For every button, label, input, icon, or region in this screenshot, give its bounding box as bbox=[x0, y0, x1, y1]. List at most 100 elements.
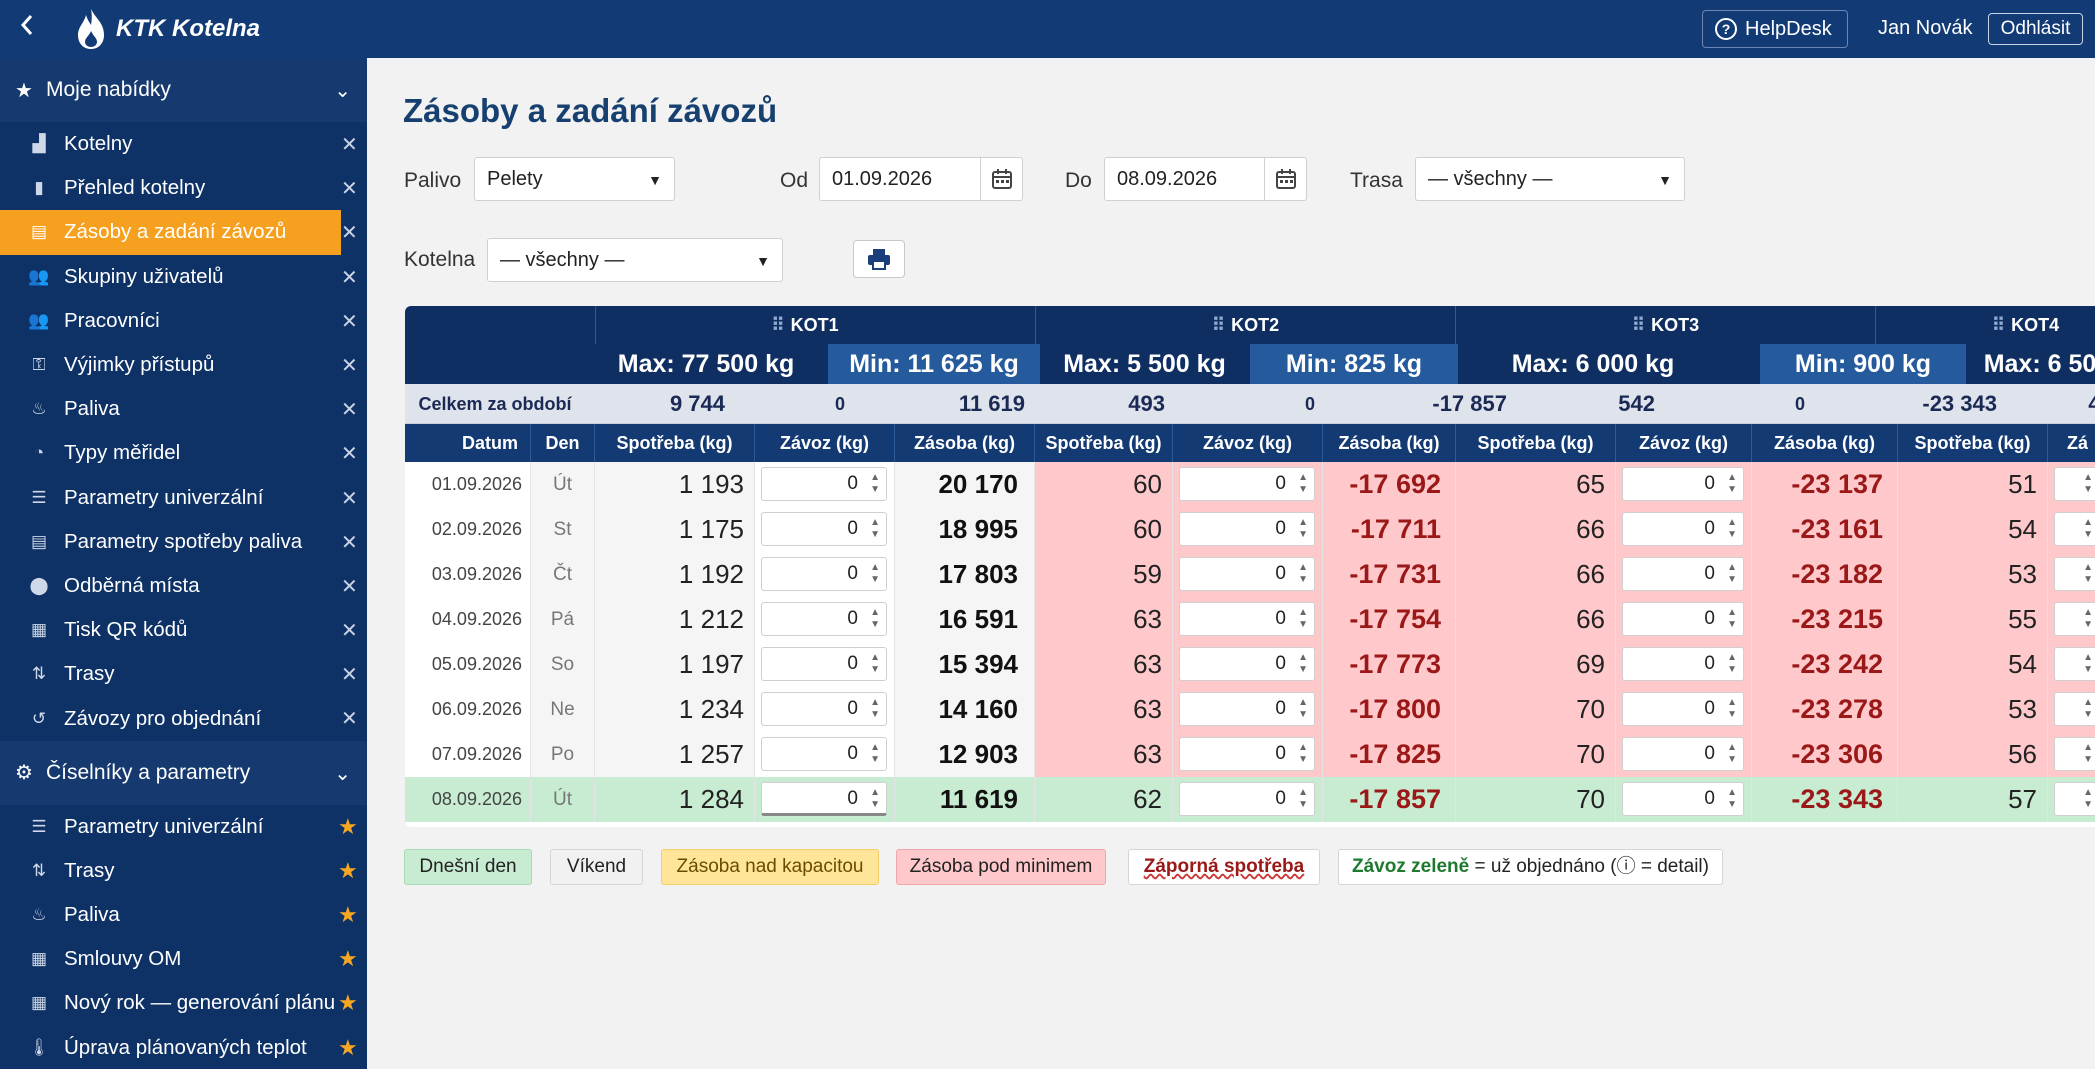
column-header[interactable]: Datum bbox=[405, 424, 531, 462]
star-icon[interactable]: ★ bbox=[338, 1034, 358, 1060]
sidebar-item[interactable]: 👥 Skupiny uživatelů ✕ bbox=[0, 255, 367, 299]
od-date-input[interactable]: 01.09.2026 bbox=[819, 157, 1023, 201]
sidebar-item[interactable]: ▤ Zásoby a zadání závozů ✕ bbox=[0, 210, 358, 255]
stepper-icon[interactable]: ▲ ▼ bbox=[2083, 607, 2093, 630]
star-icon[interactable]: ★ bbox=[338, 946, 358, 972]
sidebar-item[interactable]: 👥 Pracovníci ✕ bbox=[0, 299, 367, 343]
sidebar-item[interactable]: ▦ Tisk QR kódů ✕ bbox=[0, 608, 367, 652]
stepper-icon[interactable]: ▲ ▼ bbox=[1727, 517, 1737, 540]
close-icon[interactable]: ✕ bbox=[341, 575, 358, 598]
zavoz-input[interactable]: ▲ ▼ bbox=[2054, 512, 2095, 546]
zavoz-input[interactable]: 0 ▲ ▼ bbox=[1622, 647, 1744, 681]
sidebar-item[interactable]: 🌡 Úprava plánovaných teplot ★ bbox=[0, 1026, 367, 1069]
zavoz-input[interactable]: 0 ▲ ▼ bbox=[1622, 602, 1744, 636]
kotelna-select[interactable]: — všechny — ▼ bbox=[487, 238, 783, 282]
logo[interactable]: KTK Kotelna bbox=[74, 6, 274, 52]
stepper-icon[interactable]: ▲ ▼ bbox=[1298, 517, 1308, 540]
close-icon[interactable]: ✕ bbox=[341, 664, 358, 687]
close-icon[interactable]: ✕ bbox=[341, 354, 358, 377]
sidebar-item[interactable]: ↺ Závozy pro objednání ✕ bbox=[0, 696, 367, 740]
kotelna-header[interactable]: ⠿ KOT2 bbox=[1035, 306, 1455, 344]
kotelna-header[interactable]: ⠿ KOT3 bbox=[1455, 306, 1875, 344]
column-header[interactable]: Zásoba (kg) bbox=[1752, 424, 1898, 462]
stepper-icon[interactable]: ▲ ▼ bbox=[1298, 787, 1308, 810]
stepper-icon[interactable]: ▲ ▼ bbox=[2083, 697, 2093, 720]
zavoz-input[interactable]: 0 ▲ ▼ bbox=[1622, 692, 1744, 726]
zavoz-input[interactable]: 0 ▲ ▼ bbox=[1179, 782, 1315, 816]
sidebar-item[interactable]: ⬤ Odběrná místa ✕ bbox=[0, 564, 367, 608]
zavoz-input[interactable]: 0 ▲ ▼ bbox=[761, 602, 887, 636]
close-icon[interactable]: ✕ bbox=[341, 399, 358, 422]
stepper-icon[interactable]: ▲ ▼ bbox=[1727, 472, 1737, 495]
close-icon[interactable]: ✕ bbox=[341, 620, 358, 643]
close-icon[interactable]: ✕ bbox=[341, 266, 358, 289]
drag-handle-icon[interactable]: ⠿ bbox=[1991, 315, 2006, 335]
close-icon[interactable]: ✕ bbox=[341, 178, 358, 201]
close-icon[interactable]: ✕ bbox=[341, 443, 358, 466]
sidebar-item[interactable]: ▤ Parametry spotřeby paliva ✕ bbox=[0, 520, 367, 564]
zavoz-input[interactable]: 0 ▲ ▼ bbox=[1622, 557, 1744, 591]
zavoz-input[interactable]: 0 ▲ ▼ bbox=[761, 512, 887, 546]
stepper-icon[interactable]: ▲ ▼ bbox=[870, 697, 880, 720]
back-icon[interactable] bbox=[20, 12, 44, 44]
zavoz-input[interactable]: ▲ ▼ bbox=[2054, 602, 2095, 636]
kotelna-header[interactable]: ⠿ KOT1 bbox=[595, 306, 1014, 344]
zavoz-input[interactable]: 0 ▲ ▼ bbox=[1622, 467, 1744, 501]
sidebar-item[interactable]: ☰ Parametry univerzální ★ bbox=[0, 805, 367, 849]
zavoz-input[interactable]: ▲ ▼ bbox=[2054, 692, 2095, 726]
zavoz-input[interactable]: 0 ▲ ▼ bbox=[1179, 602, 1315, 636]
column-header[interactable]: Závoz (kg) bbox=[1173, 424, 1323, 462]
star-icon[interactable]: ★ bbox=[338, 990, 358, 1016]
zavoz-input[interactable]: ▲ ▼ bbox=[2054, 647, 2095, 681]
stepper-icon[interactable]: ▲ ▼ bbox=[1298, 652, 1308, 675]
stepper-icon[interactable]: ▲ ▼ bbox=[2083, 472, 2093, 495]
calendar-icon[interactable] bbox=[1264, 158, 1306, 200]
stepper-icon[interactable]: ▲ ▼ bbox=[2083, 562, 2093, 585]
column-header[interactable]: Den bbox=[531, 424, 595, 462]
stepper-icon[interactable]: ▲ ▼ bbox=[870, 562, 880, 585]
zavoz-input[interactable]: 0 ▲ ▼ bbox=[761, 692, 887, 726]
stepper-icon[interactable]: ▲ ▼ bbox=[2083, 742, 2093, 765]
column-header[interactable]: Závoz (kg) bbox=[755, 424, 895, 462]
close-icon[interactable]: ✕ bbox=[341, 531, 358, 554]
column-header[interactable]: Spotřeba (kg) bbox=[1898, 424, 2048, 462]
zavoz-input[interactable]: 0 ▲ ▼ bbox=[761, 782, 887, 816]
sidebar-item[interactable]: ▮ Přehled kotelny ✕ bbox=[0, 166, 367, 210]
stepper-icon[interactable]: ▲ ▼ bbox=[870, 742, 880, 765]
zavoz-input[interactable]: ▲ ▼ bbox=[2054, 782, 2095, 816]
stepper-icon[interactable]: ▲ ▼ bbox=[1727, 697, 1737, 720]
calendar-icon[interactable] bbox=[980, 158, 1022, 200]
stepper-icon[interactable]: ▲ ▼ bbox=[870, 517, 880, 540]
sidebar-item[interactable]: ☰ Parametry univerzální ✕ bbox=[0, 476, 367, 520]
stepper-icon[interactable]: ▲ ▼ bbox=[2083, 652, 2093, 675]
zavoz-input[interactable]: 0 ▲ ▼ bbox=[1179, 557, 1315, 591]
drag-handle-icon[interactable]: ⠿ bbox=[1631, 315, 1646, 335]
sidebar-section-catalogs[interactable]: ⚙ Číselníky a parametry ⌄ bbox=[0, 740, 367, 805]
kotelna-header[interactable]: ⠿ KOT4 bbox=[1875, 306, 2095, 344]
stepper-icon[interactable]: ▲ ▼ bbox=[870, 472, 880, 495]
zavoz-input[interactable]: 0 ▲ ▼ bbox=[761, 557, 887, 591]
zavoz-input[interactable]: ▲ ▼ bbox=[2054, 737, 2095, 771]
sidebar-item[interactable]: ⚿ Výjimky přístupů ✕ bbox=[0, 343, 367, 387]
stepper-icon[interactable]: ▲ ▼ bbox=[1727, 607, 1737, 630]
column-header[interactable]: Závoz (kg) bbox=[1616, 424, 1752, 462]
zavoz-input[interactable]: 0 ▲ ▼ bbox=[1179, 647, 1315, 681]
column-header[interactable]: Spotřeba (kg) bbox=[1456, 424, 1616, 462]
stepper-icon[interactable]: ▲ ▼ bbox=[1727, 742, 1737, 765]
zavoz-input[interactable]: 0 ▲ ▼ bbox=[1179, 692, 1315, 726]
sidebar-item[interactable]: ⇅ Trasy ✕ bbox=[0, 652, 367, 696]
close-icon[interactable]: ✕ bbox=[341, 487, 358, 510]
zavoz-input[interactable]: ▲ ▼ bbox=[2054, 467, 2095, 501]
sidebar-item[interactable]: ▦ Smlouvy OM ★ bbox=[0, 937, 367, 981]
stepper-icon[interactable]: ▲ ▼ bbox=[1727, 652, 1737, 675]
print-button[interactable] bbox=[853, 240, 905, 278]
column-header[interactable]: Spotřeba (kg) bbox=[1035, 424, 1173, 462]
zavoz-input[interactable]: 0 ▲ ▼ bbox=[761, 647, 887, 681]
drag-handle-icon[interactable]: ⠿ bbox=[771, 315, 785, 335]
stepper-icon[interactable]: ▲ ▼ bbox=[1298, 562, 1308, 585]
star-icon[interactable]: ★ bbox=[338, 902, 358, 927]
do-date-input[interactable]: 08.09.2026 bbox=[1104, 157, 1307, 201]
palivo-select[interactable]: Pelety ▼ bbox=[474, 157, 675, 201]
chevron-down-icon[interactable]: ⌄ bbox=[334, 80, 351, 102]
stepper-icon[interactable]: ▲ ▼ bbox=[1727, 787, 1737, 810]
